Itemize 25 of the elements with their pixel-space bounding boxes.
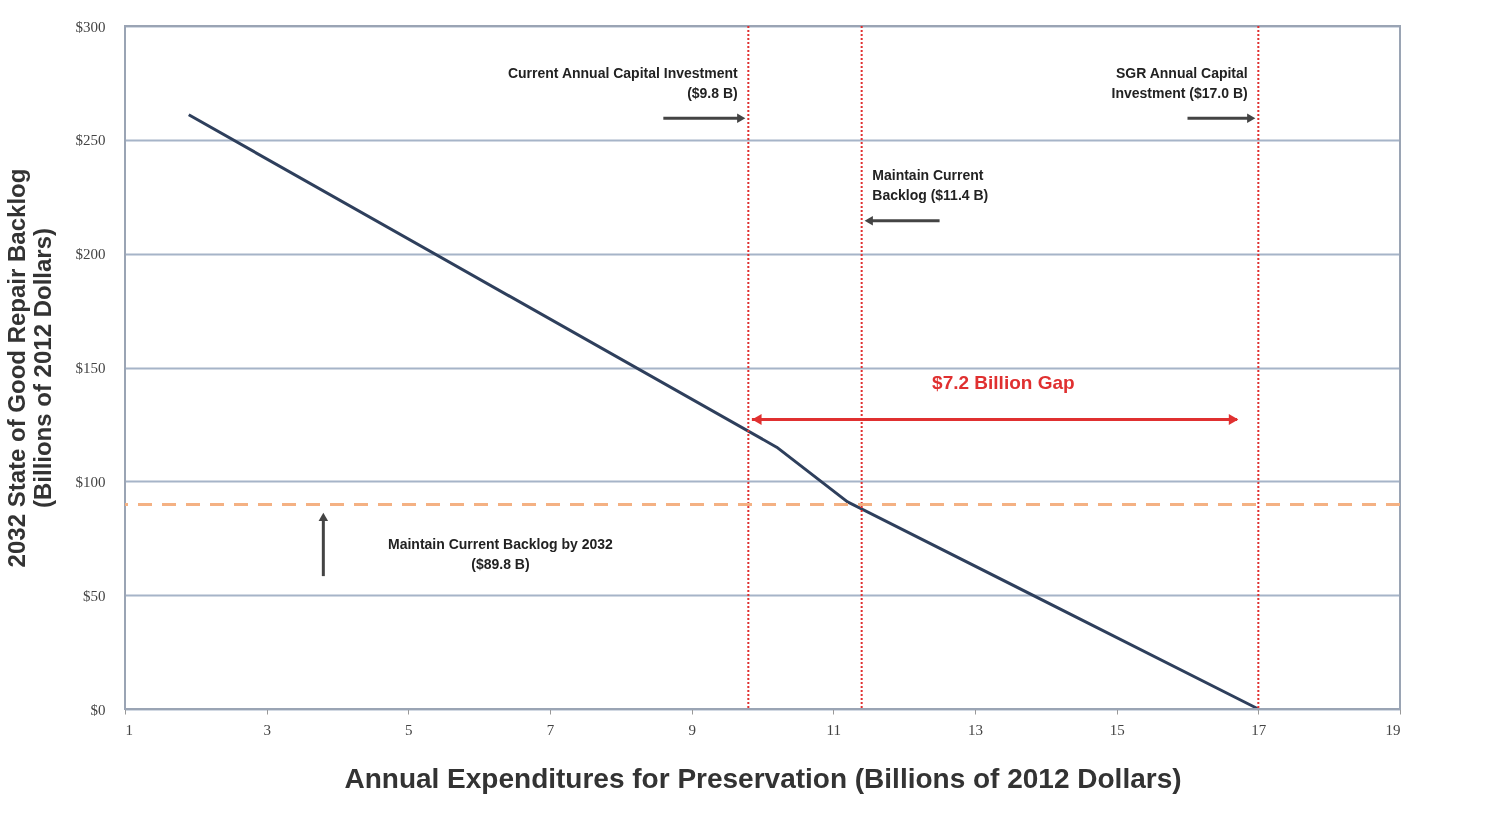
y-tick-label: $50 (83, 587, 106, 604)
annotation: $7.2 Billion Gap (932, 372, 1075, 394)
x-tick-label: 3 (263, 721, 271, 738)
ref-line-label: Maintain Current Backlog ($11.4 B) (872, 167, 989, 204)
y-tick-label: $200 (75, 246, 106, 263)
x-tick-label: 19 (1385, 721, 1401, 738)
x-tick-label: 9 (688, 721, 696, 738)
x-tick-label: 15 (1109, 721, 1125, 738)
x-tick-label: 5 (405, 721, 413, 738)
y-tick-label: $150 (75, 360, 106, 376)
x-tick-label: 1 (125, 721, 133, 738)
x-axis-title: Annual Expenditures for Preservation (Billions of 2012 Dollars) (344, 762, 1182, 794)
ref-line-label: SGR Annual Capital Investment ($17.0 B) (1111, 64, 1248, 101)
x-tick-label: 17 (1251, 721, 1267, 738)
x-tick-label: 11 (826, 721, 842, 738)
y-tick-label: $300 (75, 18, 106, 35)
y-axis-title: 2032 State of Good Repair Backlog (Billions of 2012 Dollars) (2, 168, 56, 568)
x-tick-label: 7 (546, 721, 555, 738)
y-tick-label: $100 (75, 473, 106, 490)
line-series (187, 113, 1260, 711)
y-tick-label: $0 (90, 701, 106, 718)
ref-line-label: Maintain Current Backlog by 2032 ($89.8 B) (387, 536, 614, 573)
y-tick-label: $250 (75, 132, 106, 149)
ref-line-label: Current Annual Capital Investment ($9.8 B) (507, 64, 739, 101)
x-tick-label: 13 (968, 721, 983, 738)
